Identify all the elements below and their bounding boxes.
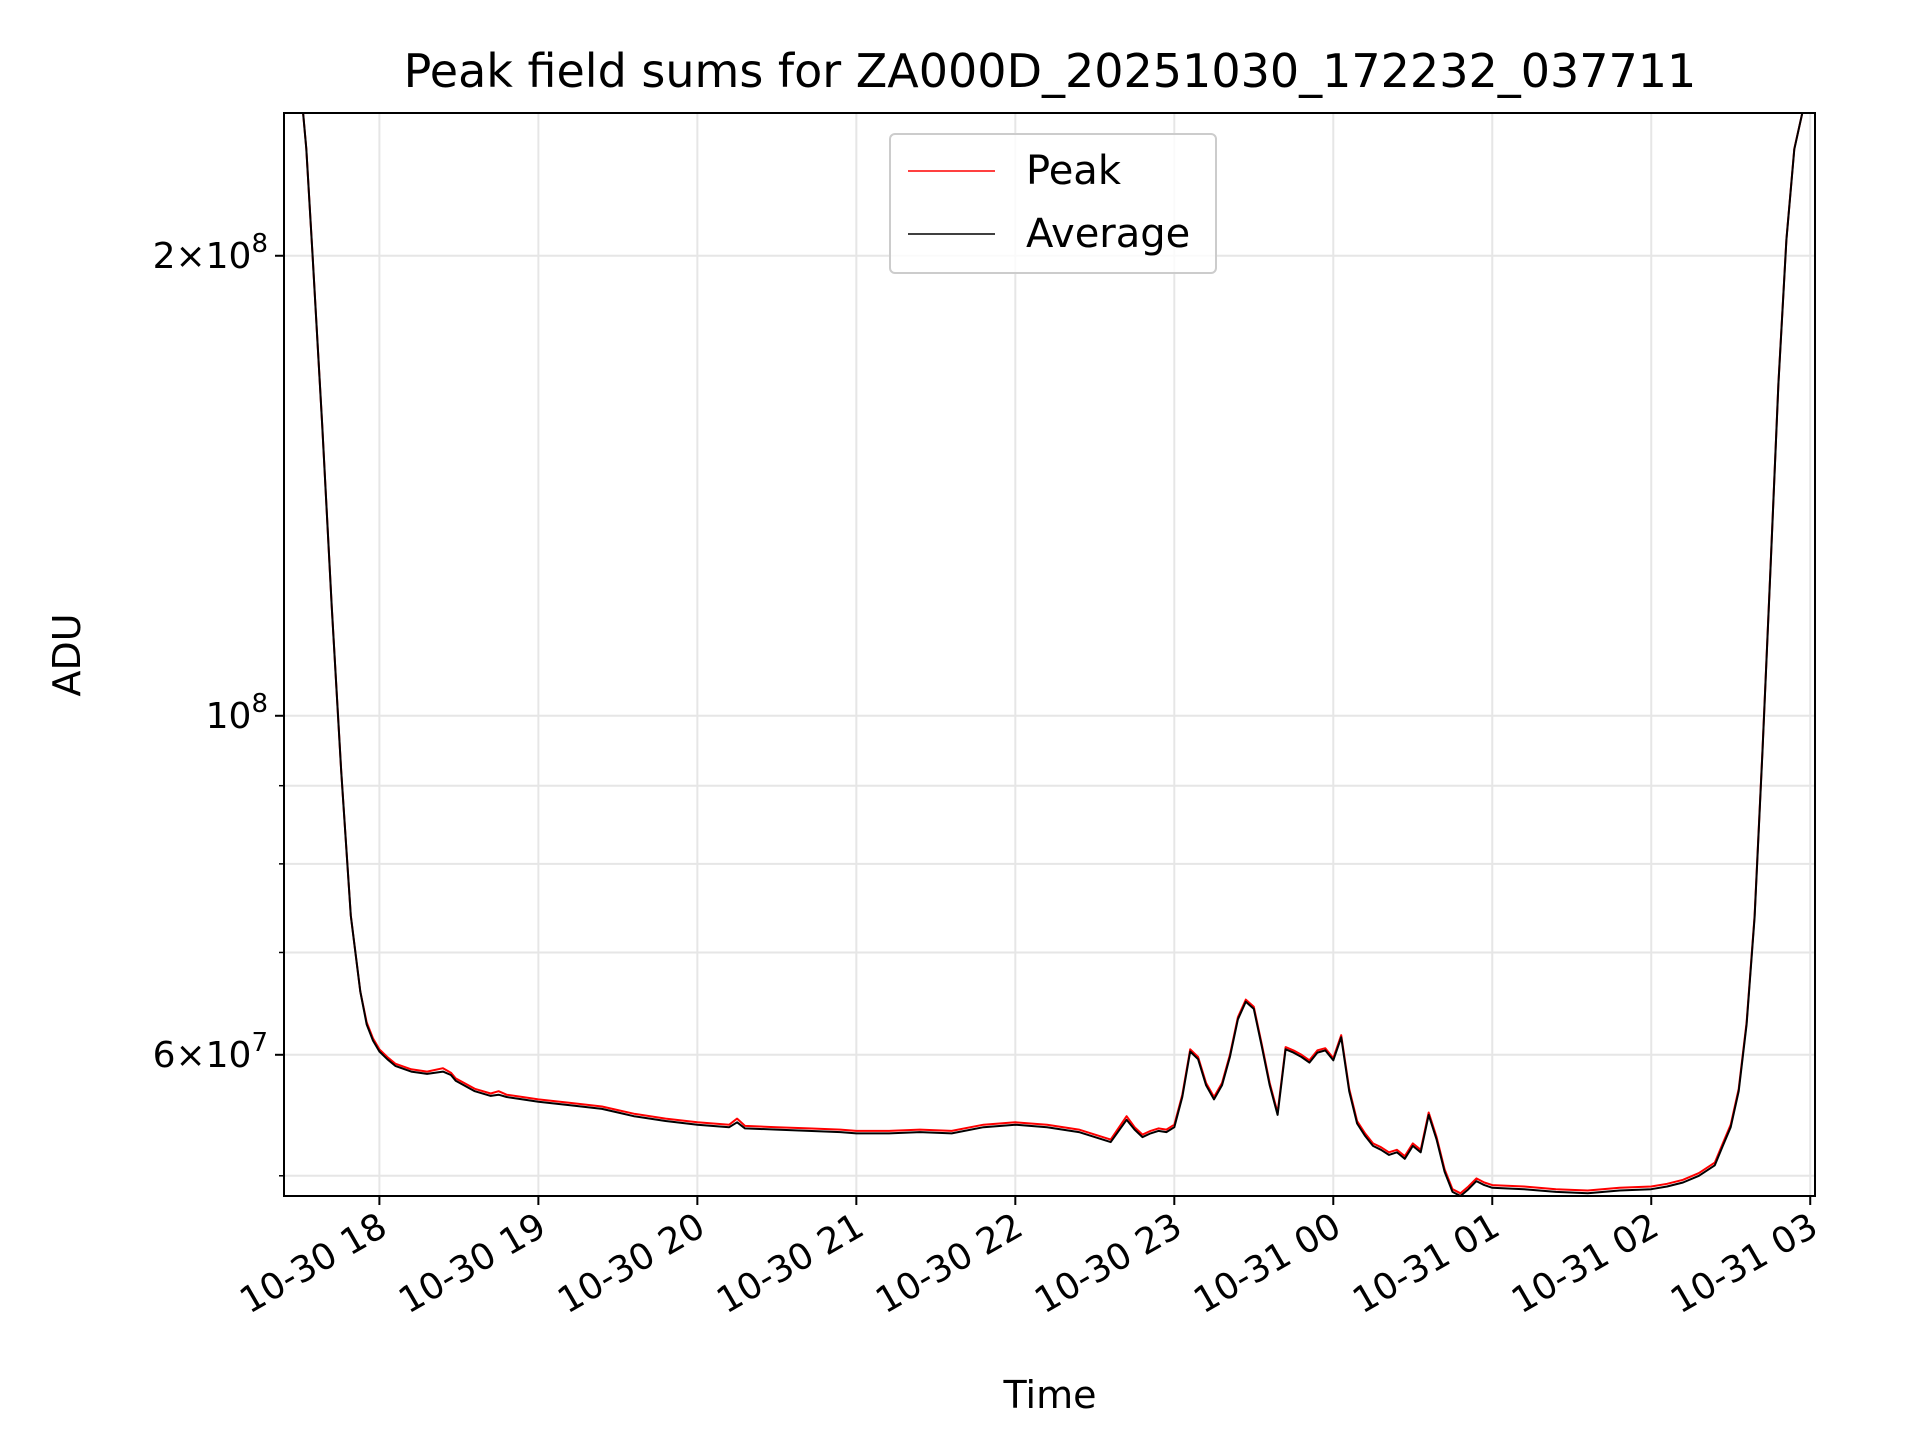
x-axis-label: Time (1003, 1373, 1097, 1417)
grid (284, 113, 1815, 1196)
y-axis-label: ADU (45, 613, 89, 696)
y-tick-label: 6×107 (153, 1028, 268, 1076)
legend-box (889, 133, 1217, 274)
series-line-peak (287, 113, 1814, 1195)
series-line-average (287, 113, 1814, 1196)
legend: Peak Average (889, 133, 1217, 274)
legend-label-average: Average (1026, 211, 1190, 257)
chart-title: Peak field sums for ZA000D_20251030_1722… (404, 44, 1697, 98)
legend-label-peak: Peak (1026, 148, 1122, 194)
series-layer (287, 113, 1814, 1196)
plot-frame (283, 112, 1816, 1197)
y-tick-label: 2×108 (153, 229, 268, 277)
